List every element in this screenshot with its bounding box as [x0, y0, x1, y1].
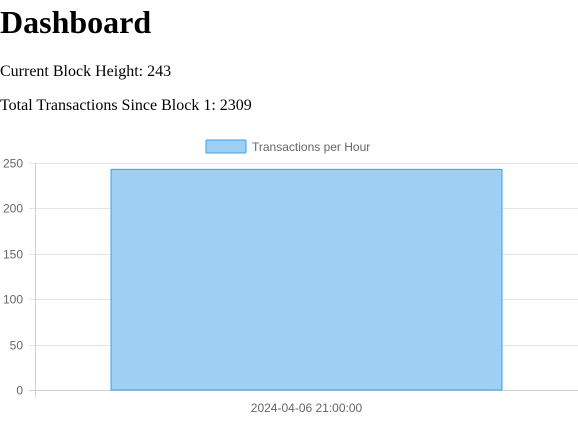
chart-legend: Transactions per Hour	[205, 139, 370, 154]
total-transactions: Total Transactions Since Block 1: 2309	[0, 97, 252, 114]
x-tick-label: 2024-04-06 21:00:00	[251, 401, 363, 415]
y-tick-label: 150	[3, 248, 23, 262]
y-tick-label: 250	[3, 157, 23, 171]
chart-y-ticks: 0 50 100 150 200 250	[3, 157, 23, 398]
legend-label: Transactions per Hour	[252, 140, 370, 154]
y-tick-label: 200	[3, 202, 23, 216]
bar	[110, 168, 503, 391]
current-block-height: Current Block Height: 243	[0, 63, 172, 80]
chart-bars	[110, 168, 503, 391]
y-tick-label: 50	[10, 339, 24, 353]
y-tick-label: 100	[3, 293, 23, 307]
chart-x-ticks: 2024-04-06 21:00:00	[251, 401, 363, 415]
transactions-chart: Transactions per Hour 0 50 100 150 200 250 20…	[0, 130, 578, 431]
y-tick-label: 0	[16, 384, 23, 398]
page-title: Dashboard	[0, 4, 152, 40]
legend-swatch	[205, 139, 247, 154]
transactions-chart-svg: Transactions per Hour 0 50 100 150 200 250 20…	[3, 139, 578, 415]
